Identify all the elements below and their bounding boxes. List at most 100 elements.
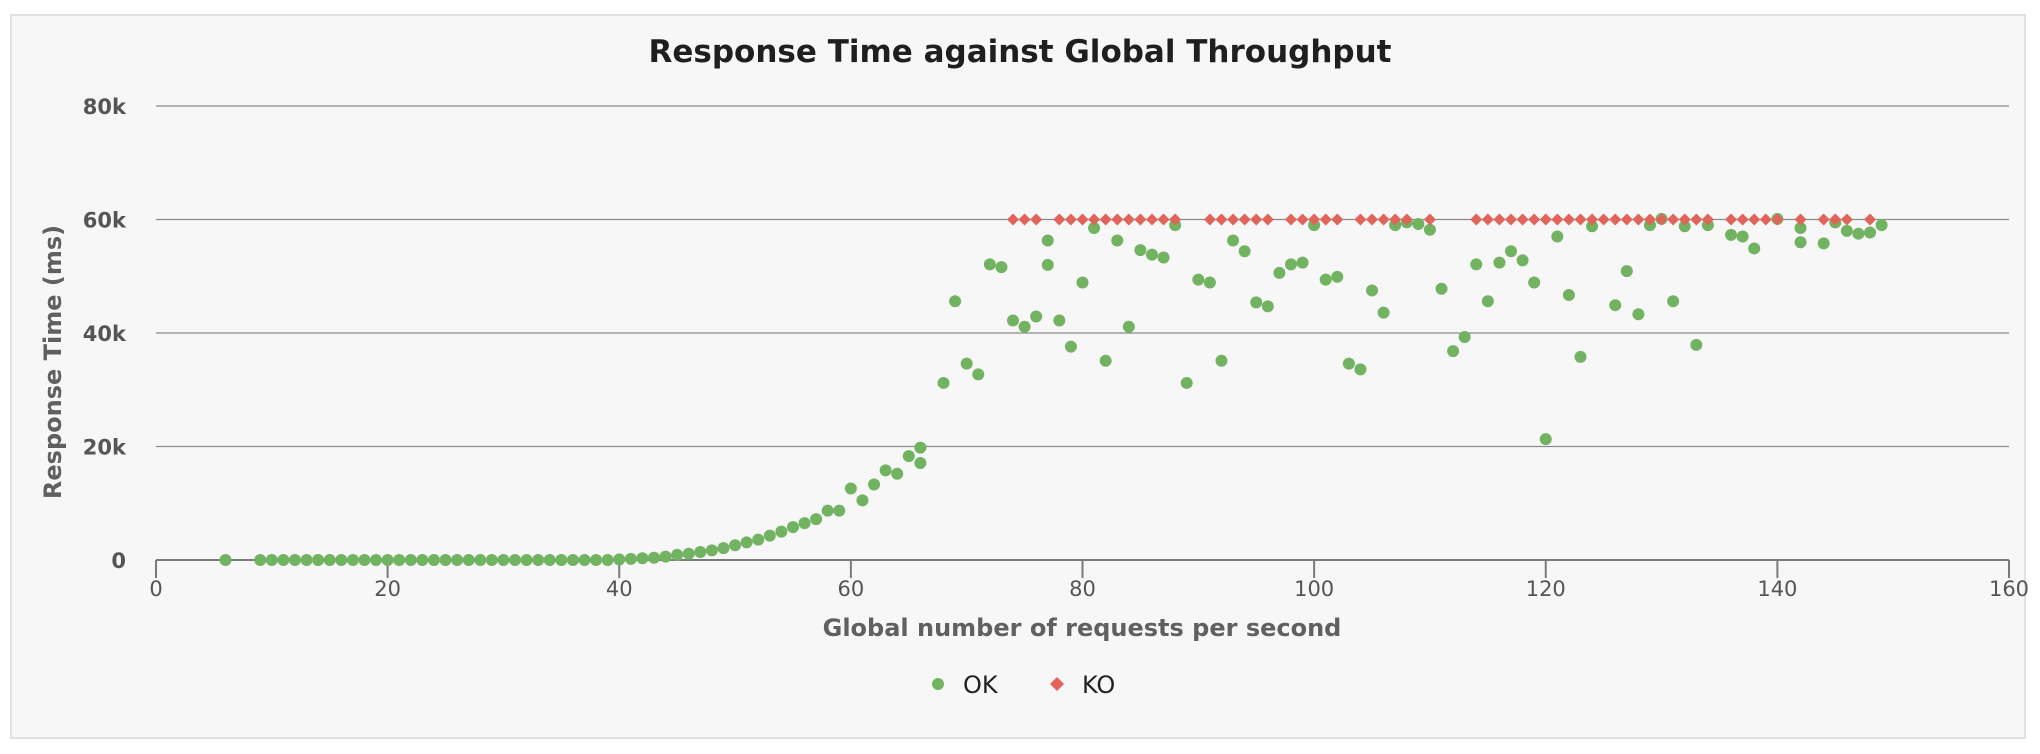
data-point-ko[interactable] [1690,213,1703,226]
data-point-ok[interactable] [1366,284,1379,297]
data-point-ok[interactable] [323,554,336,566]
data-point-ok[interactable] [1840,224,1853,237]
data-point-ok[interactable] [902,450,915,463]
data-point-ok[interactable] [1018,320,1031,333]
data-point-ok[interactable] [1864,226,1877,239]
data-point-ko[interactable] [1389,213,1402,226]
data-point-ok[interactable] [1145,248,1158,261]
data-point-ko[interactable] [1829,213,1842,226]
data-point-ok[interactable] [312,554,325,566]
data-point-ko[interactable] [1076,213,1089,226]
data-point-ko[interactable] [1366,213,1379,226]
data-point-ko[interactable] [1701,213,1714,226]
data-point-ok[interactable] [1748,242,1761,255]
data-point-ok[interactable] [671,548,684,561]
data-point-ko[interactable] [1539,213,1552,226]
data-point-ok[interactable] [601,554,614,566]
data-point-ko[interactable] [1030,213,1043,226]
data-point-ko[interactable] [1505,213,1518,226]
data-point-ok[interactable] [1493,256,1506,269]
data-point-ok[interactable] [1412,218,1425,231]
data-point-ko[interactable] [1064,213,1077,226]
data-point-ko[interactable] [1261,213,1274,226]
data-point-ok[interactable] [1852,227,1865,240]
data-point-ok[interactable] [1088,222,1101,235]
data-point-ok[interactable] [752,533,765,546]
data-point-ko[interactable] [1678,213,1691,226]
data-point-ko[interactable] [1111,213,1124,226]
data-point-ko[interactable] [1296,213,1309,226]
data-point-ko[interactable] [1319,213,1332,226]
data-point-ok[interactable] [509,554,522,566]
data-point-ok[interactable] [1678,220,1691,233]
data-point-ko[interactable] [1597,213,1610,226]
data-point-ok[interactable] [1354,363,1367,376]
data-point-ok[interactable] [497,554,510,566]
data-point-ok[interactable] [1725,228,1738,241]
data-point-ok[interactable] [960,357,973,370]
data-point-ok[interactable] [381,554,394,566]
data-point-ok[interactable] [1157,251,1170,264]
data-point-ok[interactable] [1736,230,1749,243]
data-point-ok[interactable] [254,554,267,566]
data-point-ok[interactable] [1030,310,1043,323]
data-point-ok[interactable] [1528,276,1541,289]
data-point-ok[interactable] [1586,220,1599,233]
data-point-ko[interactable] [1377,213,1390,226]
data-point-ok[interactable] [1261,300,1274,313]
data-point-ok[interactable] [416,554,429,566]
data-point-ok[interactable] [219,554,232,566]
data-point-ko[interactable] [1354,213,1367,226]
data-point-ok[interactable] [1447,345,1460,358]
data-point-ok[interactable] [555,554,568,566]
data-point-ok[interactable] [1667,295,1680,308]
legend-item-ok[interactable]: OK [932,671,999,699]
data-point-ok[interactable] [335,554,348,566]
data-point-ok[interactable] [1076,276,1089,289]
data-point-ko[interactable] [1099,213,1112,226]
data-point-ok[interactable] [613,553,626,566]
data-point-ok[interactable] [891,467,904,480]
legend-item-ko[interactable]: KO [1050,671,1115,699]
data-point-ok[interactable] [1377,306,1390,319]
data-point-ok[interactable] [786,521,799,534]
data-point-ok[interactable] [647,551,660,564]
data-point-ko[interactable] [1725,213,1738,226]
data-point-ok[interactable] [1227,234,1240,247]
data-point-ko[interactable] [1736,213,1749,226]
data-point-ok[interactable] [485,554,498,566]
data-point-ok[interactable] [462,554,475,566]
data-point-ok[interactable] [1331,270,1344,283]
data-point-ok[interactable] [1111,234,1124,247]
data-point-ko[interactable] [1864,213,1877,226]
data-point-ok[interactable] [1551,230,1564,243]
data-point-ko[interactable] [1088,213,1101,226]
data-point-ko[interactable] [1053,213,1066,226]
data-point-ko[interactable] [1493,213,1506,226]
data-point-ok[interactable] [682,547,695,560]
data-point-ok[interactable] [1620,265,1633,278]
data-point-ok[interactable] [566,554,579,566]
data-point-ok[interactable] [590,554,603,566]
data-point-ok[interactable] [972,368,985,381]
data-point-ok[interactable] [1562,288,1575,301]
data-point-ok[interactable] [1435,282,1448,295]
data-point-ko[interactable] [1759,213,1772,226]
data-point-ok[interactable] [370,554,383,566]
data-point-ok[interactable] [1342,357,1355,370]
data-point-ok[interactable] [659,550,672,563]
data-point-ko[interactable] [1586,213,1599,226]
data-point-ok[interactable] [833,504,846,517]
data-point-ko[interactable] [1794,213,1807,226]
data-point-ko[interactable] [1238,213,1251,226]
data-point-ok[interactable] [1516,254,1529,267]
data-point-ok[interactable] [1794,222,1807,235]
data-point-ok[interactable] [740,536,753,549]
data-point-ok[interactable] [358,554,371,566]
data-point-ok[interactable] [1238,245,1251,258]
data-point-ok[interactable] [844,482,857,495]
data-point-ok[interactable] [578,554,591,566]
data-point-ko[interactable] [1574,213,1587,226]
data-point-ko[interactable] [1284,213,1297,226]
data-point-ko[interactable] [1516,213,1529,226]
